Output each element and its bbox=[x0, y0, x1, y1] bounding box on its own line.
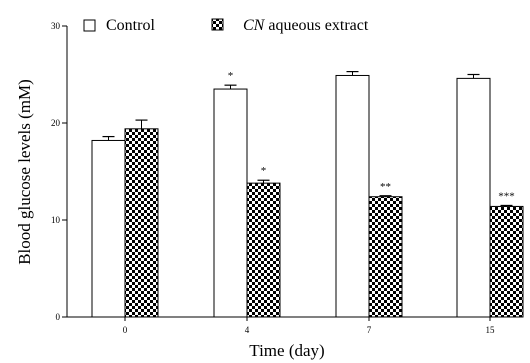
significance-marker: *** bbox=[498, 190, 515, 202]
x-tick-label: 0 bbox=[123, 325, 128, 335]
y-axis-ticks: 0 10 20 30 bbox=[51, 21, 67, 322]
bar-control bbox=[213, 88, 248, 318]
bar-extract bbox=[368, 196, 403, 318]
bar-extract bbox=[246, 182, 281, 318]
y-axis-title: Blood glucose levels (mM) bbox=[15, 79, 34, 265]
legend: Control CN aqueous extract bbox=[83, 17, 369, 34]
legend-swatch-control bbox=[83, 19, 96, 32]
significance-marker: * bbox=[261, 165, 267, 177]
significance-marker: * bbox=[228, 70, 234, 82]
legend-label-control: Control bbox=[106, 17, 155, 34]
x-tick-label: 7 bbox=[367, 325, 372, 335]
legend-label-extract-italic: CN bbox=[243, 17, 266, 34]
bar-control bbox=[456, 77, 491, 318]
y-tick-label: 20 bbox=[51, 118, 61, 128]
x-tick-label: 15 bbox=[486, 325, 496, 335]
legend-swatch-extract bbox=[211, 18, 224, 31]
legend-label-extract: CN aqueous extract bbox=[243, 17, 369, 34]
bar-extract bbox=[489, 205, 524, 318]
x-axis-ticks: 0 4 7 15 bbox=[123, 317, 495, 335]
y-tick-label: 0 bbox=[56, 312, 61, 322]
y-tick-label: 10 bbox=[51, 215, 61, 225]
x-axis-title: Time (day) bbox=[249, 341, 324, 360]
x-tick-label: 4 bbox=[245, 325, 250, 335]
bar-extract bbox=[124, 128, 159, 318]
legend-label-extract-rest: aqueous extract bbox=[264, 17, 369, 34]
bar-control bbox=[91, 139, 126, 318]
bar-control bbox=[335, 74, 370, 318]
bars-group: ******* bbox=[91, 70, 524, 318]
y-tick-label: 30 bbox=[51, 21, 61, 31]
significance-marker: ** bbox=[380, 181, 391, 193]
